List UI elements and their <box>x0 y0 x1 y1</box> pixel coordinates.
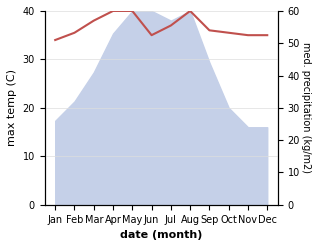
X-axis label: date (month): date (month) <box>120 230 203 240</box>
Y-axis label: max temp (C): max temp (C) <box>7 69 17 146</box>
Y-axis label: med. precipitation (kg/m2): med. precipitation (kg/m2) <box>301 42 311 173</box>
